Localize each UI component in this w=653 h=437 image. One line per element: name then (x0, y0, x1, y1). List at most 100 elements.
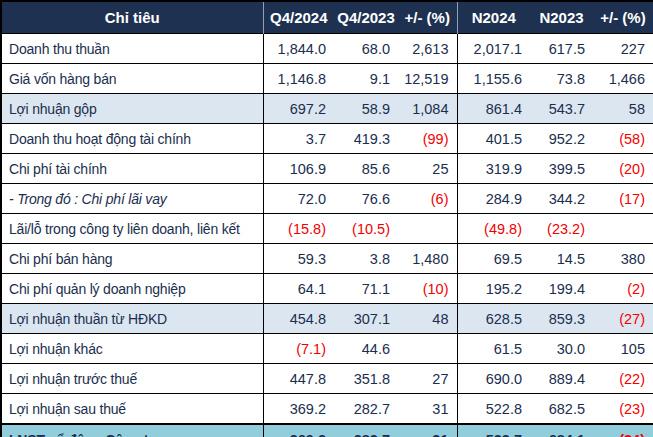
value-cell: 72.0 (263, 184, 334, 214)
value-cell: 195.2 (457, 274, 530, 304)
value-cell: 952.2 (530, 124, 593, 154)
row-label: Chi phí quản lý doanh nghiệp (1, 274, 263, 304)
column-header-n2023: N2023 (530, 1, 593, 34)
value-cell: 3.8 (334, 244, 398, 274)
table-row: LNST cổ đông Công ty mẹ369.2282.731522.7… (1, 424, 653, 437)
value-cell (398, 214, 457, 244)
value-cell: (6) (398, 184, 457, 214)
row-label: LNST cổ đông Công ty mẹ (1, 424, 263, 437)
value-cell: (27) (593, 304, 653, 334)
value-cell: 27 (398, 364, 457, 394)
value-cell: 68.0 (334, 34, 398, 64)
value-cell: (23) (593, 394, 653, 425)
column-header-n2024: N2024 (457, 1, 530, 34)
value-cell: 543.7 (530, 94, 593, 124)
table-row: Lợi nhuận thuần từ HĐKD454.8307.148628.5… (1, 304, 653, 334)
value-cell: 682.5 (530, 394, 593, 425)
value-cell: 282.7 (334, 424, 398, 437)
value-cell: 44.6 (334, 334, 398, 364)
value-cell: 522.7 (457, 424, 530, 437)
value-cell: 76.6 (334, 184, 398, 214)
table-row: Chi phí quản lý doanh nghiệp64.171.1(10)… (1, 274, 653, 304)
value-cell: 227 (593, 34, 653, 64)
value-cell: 58.9 (334, 94, 398, 124)
value-cell: 859.3 (530, 304, 593, 334)
value-cell: 48 (398, 304, 457, 334)
value-cell: 105 (593, 334, 653, 364)
value-cell: 351.8 (334, 364, 398, 394)
value-cell: 64.1 (263, 274, 334, 304)
value-cell: (10.5) (334, 214, 398, 244)
value-cell: 199.4 (530, 274, 593, 304)
value-cell: 12,519 (398, 64, 457, 94)
row-label: Chi phí tài chính (1, 154, 263, 184)
table-row: Lợi nhuận gộp697.258.91,084861.4543.758 (1, 94, 653, 124)
value-cell: (15.8) (263, 214, 334, 244)
value-cell: 380 (593, 244, 653, 274)
value-cell: 399.5 (530, 154, 593, 184)
value-cell: (58) (593, 124, 653, 154)
table-header: Chỉ tiêu Q4/2024 Q4/2023 +/- (%) N2024 N… (1, 1, 653, 34)
table-row: Lợi nhuận trước thuế447.8351.827690.0889… (1, 364, 653, 394)
value-cell: 31 (398, 394, 457, 425)
value-cell: 71.1 (334, 274, 398, 304)
table-row: Lãi/lỗ trong công ty liên doanh, liên kế… (1, 214, 653, 244)
value-cell: 684.1 (530, 424, 593, 437)
value-cell: (24) (593, 424, 653, 437)
value-cell: 2,613 (398, 34, 457, 64)
value-cell: 690.0 (457, 364, 530, 394)
value-cell: 369.2 (263, 424, 334, 437)
value-cell: 1,466 (593, 64, 653, 94)
row-label: Doanh thu thuần (1, 34, 263, 64)
value-cell: 30.0 (530, 334, 593, 364)
value-cell: 284.9 (457, 184, 530, 214)
value-cell: 369.2 (263, 394, 334, 425)
value-cell: 9.1 (334, 64, 398, 94)
value-cell: 59.3 (263, 244, 334, 274)
value-cell: 628.5 (457, 304, 530, 334)
value-cell: (99) (398, 124, 457, 154)
value-cell: (20) (593, 154, 653, 184)
row-label: Doanh thu hoạt động tài chính (1, 124, 263, 154)
value-cell: 61.5 (457, 334, 530, 364)
value-cell: 69.5 (457, 244, 530, 274)
value-cell: (17) (593, 184, 653, 214)
value-cell: (23.2) (530, 214, 593, 244)
table-row: Giá vốn hàng bán1,146.89.112,5191,155.67… (1, 64, 653, 94)
column-header-q4-2024: Q4/2024 (263, 1, 334, 34)
value-cell: 419.3 (334, 124, 398, 154)
value-cell: 1,084 (398, 94, 457, 124)
row-label: - Trong đó : Chi phí lãi vay (1, 184, 263, 214)
value-cell: (10) (398, 274, 457, 304)
column-header-year-change-pct: +/- (%) (593, 1, 653, 34)
row-label: Chi phí bán hàng (1, 244, 263, 274)
row-label: Lợi nhuận sau thuế (1, 394, 263, 425)
value-cell: 1,146.8 (263, 64, 334, 94)
value-cell: 1,480 (398, 244, 457, 274)
row-label: Lợi nhuận khác (1, 334, 263, 364)
value-cell: 31 (398, 424, 457, 437)
value-cell: 861.4 (457, 94, 530, 124)
column-header-chi-tieu: Chỉ tiêu (1, 1, 263, 34)
value-cell: 73.8 (530, 64, 593, 94)
table-row: Chi phí tài chính106.985.625319.9399.5(2… (1, 154, 653, 184)
table-row: Chi phí bán hàng59.33.81,48069.514.5380 (1, 244, 653, 274)
row-label: Lợi nhuận thuần từ HĐKD (1, 304, 263, 334)
value-cell: 1,155.6 (457, 64, 530, 94)
value-cell: 2,017.1 (457, 34, 530, 64)
value-cell: 617.5 (530, 34, 593, 64)
value-cell: 106.9 (263, 154, 334, 184)
value-cell: 25 (398, 154, 457, 184)
header-row: Chỉ tiêu Q4/2024 Q4/2023 +/- (%) N2024 N… (1, 1, 653, 34)
table-row: Doanh thu thuần1,844.068.02,6132,017.161… (1, 34, 653, 64)
value-cell: 697.2 (263, 94, 334, 124)
value-cell: 447.8 (263, 364, 334, 394)
financial-results-table: Chỉ tiêu Q4/2024 Q4/2023 +/- (%) N2024 N… (0, 0, 653, 437)
value-cell (398, 334, 457, 364)
value-cell: 3.7 (263, 124, 334, 154)
table-row: Doanh thu hoạt động tài chính3.7419.3(99… (1, 124, 653, 154)
value-cell: 454.8 (263, 304, 334, 334)
value-cell: 401.5 (457, 124, 530, 154)
value-cell: 522.8 (457, 394, 530, 425)
value-cell: (7.1) (263, 334, 334, 364)
